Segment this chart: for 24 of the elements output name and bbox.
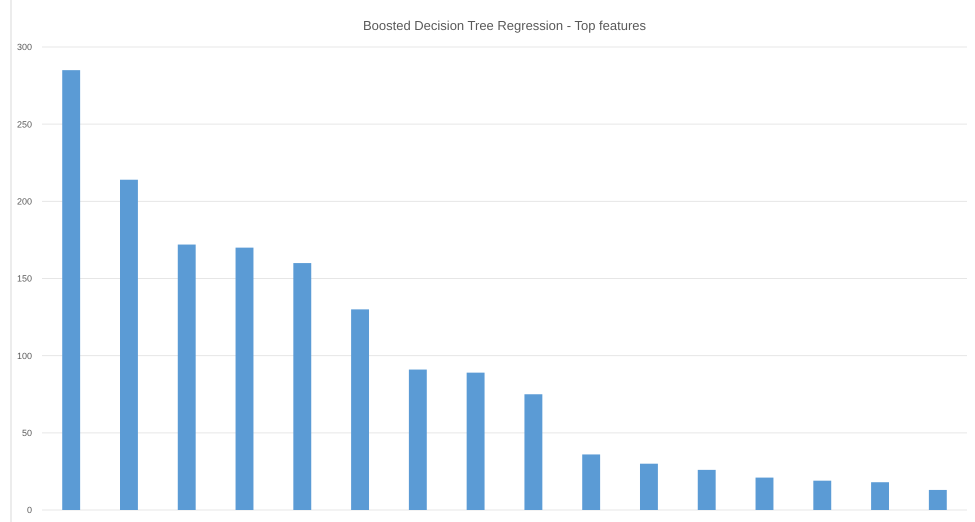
bar <box>582 454 600 510</box>
bar <box>524 394 542 510</box>
y-tick-label: 50 <box>22 428 32 438</box>
bar <box>813 480 832 510</box>
bar <box>120 180 138 510</box>
bar <box>640 464 658 510</box>
y-tick-label: 300 <box>16 42 32 52</box>
bar <box>62 70 80 510</box>
chart-title: Boosted Decision Tree Regression - Top features <box>362 18 647 33</box>
bar <box>293 263 312 510</box>
bar <box>928 490 947 510</box>
bar <box>351 309 370 510</box>
bar <box>178 244 196 510</box>
y-tick-label: 0 <box>26 505 32 516</box>
y-tick-label: 200 <box>16 196 32 206</box>
bar <box>871 482 889 510</box>
y-tick-label: 250 <box>16 119 32 130</box>
bar <box>756 478 774 510</box>
y-tick-label: 150 <box>16 274 32 284</box>
bar <box>698 470 716 510</box>
bar <box>236 248 254 510</box>
bar <box>408 370 427 510</box>
y-tick-label: 100 <box>16 350 32 361</box>
bar <box>466 372 485 510</box>
